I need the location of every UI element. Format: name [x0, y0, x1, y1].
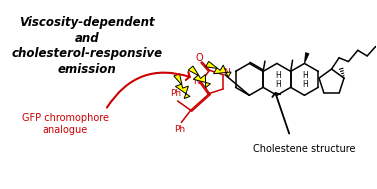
Text: N: N: [224, 68, 230, 77]
Polygon shape: [174, 74, 190, 98]
Text: Ph: Ph: [174, 125, 185, 134]
Text: GFP chromophore
analogue: GFP chromophore analogue: [21, 113, 109, 135]
Polygon shape: [305, 53, 309, 64]
Text: O: O: [195, 53, 203, 63]
Polygon shape: [188, 66, 210, 88]
Text: Viscosity-dependent
and
cholesterol-responsive
emission: Viscosity-dependent and cholesterol-resp…: [11, 16, 162, 76]
Text: N: N: [193, 77, 200, 86]
Text: Ḣ: Ḣ: [275, 80, 281, 89]
Text: H: H: [302, 71, 308, 80]
Text: Ph: Ph: [170, 89, 181, 98]
Text: H: H: [275, 71, 281, 80]
Text: Ḣ: Ḣ: [302, 80, 308, 89]
Text: Cholestene structure: Cholestene structure: [253, 144, 356, 154]
Polygon shape: [205, 61, 231, 77]
